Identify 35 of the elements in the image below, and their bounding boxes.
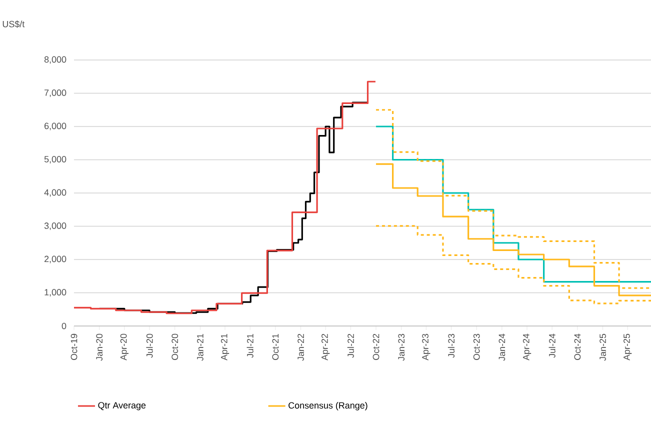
y-axis-title: US$/t <box>2 20 25 28</box>
x-tick-label: Jul-21 <box>246 334 254 358</box>
x-tick-label: Jul-24 <box>548 334 556 358</box>
x-tick-label: Apr-23 <box>422 334 430 360</box>
legend-label: Qtr Average <box>98 402 146 410</box>
x-tick-label: Jan-24 <box>498 334 506 361</box>
x-tick-label: Apr-25 <box>624 334 632 360</box>
x-tick-label: Oct-23 <box>473 334 480 360</box>
y-tick-label: 3,000 <box>44 222 66 230</box>
y-tick-label: 6,000 <box>44 122 66 130</box>
x-tick-label: Apr-24 <box>522 334 532 360</box>
x-tick-label: Jan-22 <box>298 334 304 361</box>
x-tick-label: Apr-20 <box>120 334 128 360</box>
x-tick-label: Apr-21 <box>220 334 230 360</box>
x-tick-label: Oct-21 <box>272 334 279 360</box>
legend-label: Consensus (Range) <box>288 402 368 410</box>
x-tick-label: Jan-23 <box>398 334 405 361</box>
y-tick-label: 0 <box>62 322 66 330</box>
x-tick-label: Jan-21 <box>197 334 204 361</box>
x-tick-label: Jan-25 <box>600 334 606 361</box>
x-tick-label: Jul-22 <box>347 334 354 358</box>
x-tick-label: Jan-20 <box>96 334 103 361</box>
x-tick-label: Jul-23 <box>448 334 455 358</box>
y-tick-label: 2,000 <box>44 256 66 264</box>
x-tick-label: Oct-22 <box>372 334 380 360</box>
x-tick-label: Oct-19 <box>70 334 78 360</box>
x-tick-label: Jul-20 <box>146 334 153 358</box>
x-tick-label: Oct-20 <box>172 334 178 360</box>
y-tick-label: 4,000 <box>44 189 66 197</box>
y-tick-label: 7,000 <box>44 90 66 97</box>
y-tick-label: 5,000 <box>44 156 66 164</box>
x-tick-label: Oct-24 <box>574 334 581 360</box>
x-tick-label: Apr-22 <box>322 334 330 360</box>
y-tick-label: 8,000 <box>44 56 66 64</box>
y-tick-label: 1,000 <box>44 289 66 296</box>
